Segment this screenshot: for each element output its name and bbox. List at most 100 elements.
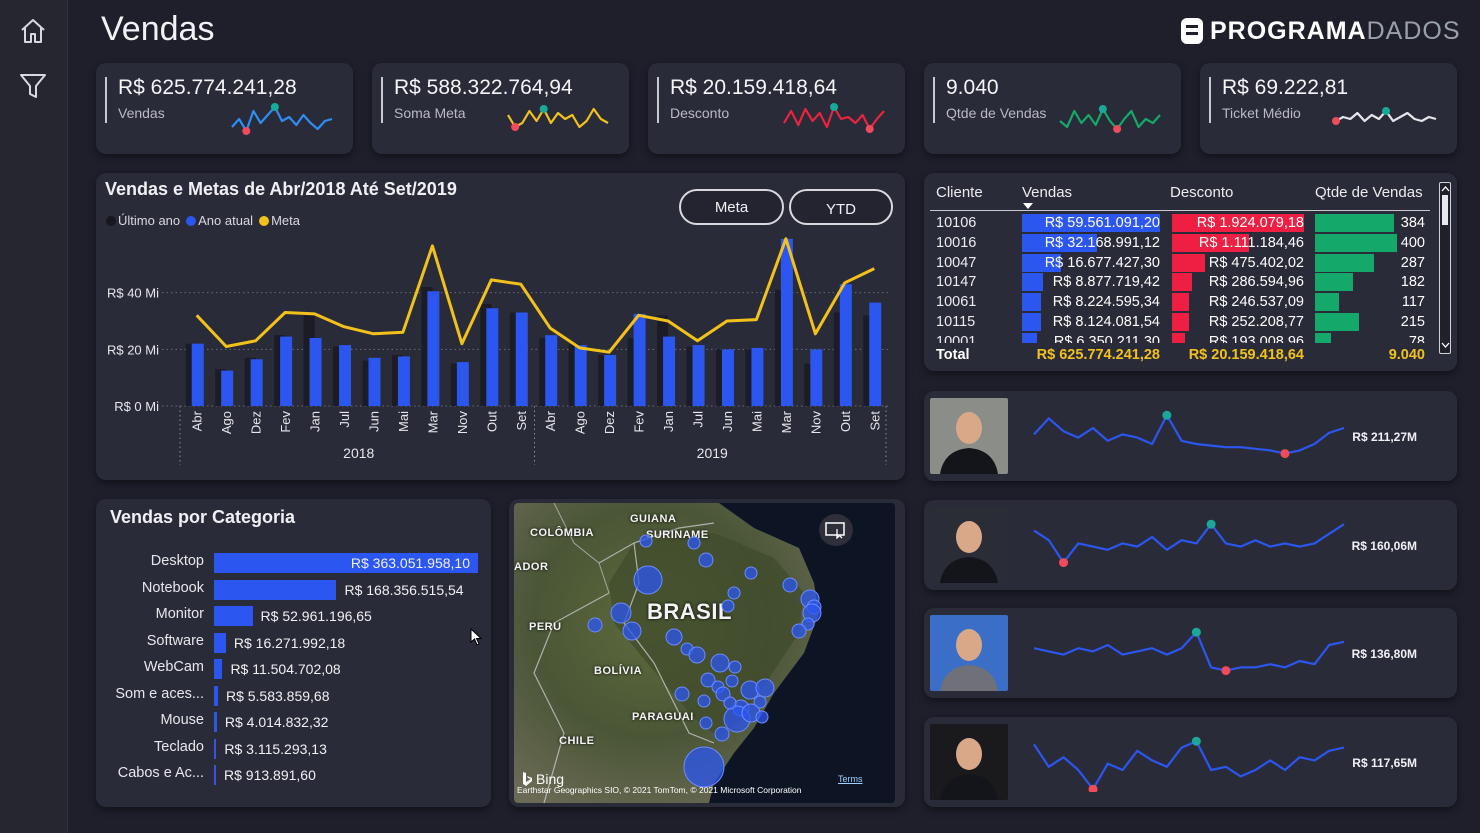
category-bar[interactable] — [214, 765, 216, 785]
map-bubble — [728, 660, 742, 674]
table-scrollbar[interactable] — [1439, 182, 1451, 354]
vendas-databar — [1022, 313, 1042, 331]
category-bar[interactable] — [214, 632, 226, 653]
bar-last-year — [598, 355, 610, 406]
category-bar[interactable] — [214, 606, 253, 626]
person-sparkline-min — [1221, 666, 1231, 676]
legend-item-last-year[interactable]: Último ano — [106, 213, 180, 228]
col-header-qtde[interactable]: Qtde de Vendas — [1315, 184, 1423, 201]
table-row[interactable]: 10047 R$ 16.677.427,30 R$ 475.402,02 287 — [930, 253, 1430, 273]
table-row[interactable]: 10061 R$ 8.224.595,34 R$ 246.537,09 117 — [930, 292, 1430, 312]
category-bar[interactable] — [214, 659, 223, 679]
category-label: WebCam — [143, 659, 204, 675]
sparkline-max-marker — [1098, 105, 1107, 113]
category-chart-title: Vendas por Categoria — [110, 507, 296, 527]
map-bubble — [699, 716, 713, 730]
bing-icon — [523, 772, 532, 786]
map-bubble — [791, 623, 807, 639]
focus-mode-button[interactable] — [819, 514, 853, 546]
category-value: R$ 11.504.702,08 — [230, 661, 341, 677]
qtde-databar — [1315, 253, 1375, 272]
category-bar[interactable] — [214, 579, 337, 600]
cell-vendas: R$ 8.224.595,34 — [1052, 294, 1160, 311]
desconto-databar — [1172, 313, 1190, 331]
table-row[interactable]: 10106 R$ 59.561.091,20 R$ 1.924.079,18 384 — [930, 213, 1430, 233]
filter-button[interactable] — [14, 67, 52, 105]
kpi-accent-bar — [1209, 77, 1211, 123]
person-card[interactable]: R$ 136,80M — [924, 608, 1457, 698]
desconto-databar — [1172, 293, 1190, 312]
person-card[interactable]: R$ 117,65M — [924, 717, 1457, 807]
category-bar[interactable] — [214, 712, 217, 732]
legend-item-meta[interactable]: Meta — [259, 213, 300, 228]
map-label-paraguai: PARAGUAI — [632, 711, 694, 723]
total-label: Total — [936, 347, 970, 363]
vendas-databar — [1022, 332, 1038, 343]
meta-toggle-button[interactable]: Meta — [679, 189, 784, 225]
kpi-value: R$ 69.222,81 — [1222, 76, 1349, 99]
category-value: R$ 52.961.196,65 — [260, 608, 372, 624]
map-bubble — [753, 695, 767, 709]
map-bubble — [723, 696, 737, 710]
table-row[interactable]: 10147 R$ 8.877.719,42 R$ 286.594,96 182 — [930, 272, 1430, 292]
home-button[interactable] — [14, 12, 52, 50]
bar-current-year — [486, 308, 499, 406]
sparkline-min-marker — [242, 127, 251, 135]
table-row[interactable]: 10001 R$ 6.350.211,30 R$ 193.008,96 78 — [930, 332, 1430, 343]
kpi-accent-bar — [933, 77, 935, 123]
cell-cliente: 10047 — [936, 254, 977, 271]
sparkline-max-marker — [830, 103, 838, 111]
scroll-thumb[interactable] — [1442, 195, 1448, 225]
table-row[interactable]: 10016 R$ 32.168.991,12 R$ 1.111.184,46 400 — [930, 233, 1430, 253]
map-bubble — [688, 646, 706, 664]
cell-qtde: 182 — [1400, 274, 1425, 291]
photo-body — [940, 665, 998, 691]
ytd-toggle-button[interactable]: YTD — [789, 189, 893, 225]
x-tick-label: Mar — [779, 410, 794, 433]
cell-cliente: 10016 — [936, 234, 977, 251]
table-row[interactable]: 10115 R$ 8.124.081,54 R$ 252.208,77 215 — [930, 312, 1430, 332]
qtde-databar — [1315, 214, 1394, 232]
x-tick-label: Ago — [219, 411, 234, 434]
person-card[interactable]: R$ 211,27M — [924, 391, 1457, 481]
cell-vendas: R$ 8.124.081,54 — [1052, 314, 1160, 330]
kpi-card: R$ 588.322.764,94 Soma Meta — [372, 63, 629, 154]
total-vendas: R$ 625.774.241,28 — [1036, 347, 1160, 363]
map-bubble — [639, 534, 653, 548]
scroll-down-icon[interactable] — [1441, 341, 1450, 349]
col-header-cliente[interactable]: Cliente — [936, 184, 983, 201]
person-card[interactable]: R$ 160,06M — [924, 500, 1457, 590]
map-bubble — [725, 674, 739, 688]
map-bubbles — [587, 534, 822, 788]
kpi-value: R$ 20.159.418,64 — [670, 76, 837, 99]
category-bar[interactable] — [214, 685, 218, 706]
bar-last-year — [333, 346, 345, 406]
col-header-vendas[interactable]: Vendas — [1022, 184, 1073, 201]
photo-body — [940, 448, 998, 474]
category-bar[interactable] — [214, 553, 478, 573]
person-photo-icon — [930, 507, 1008, 583]
x-tick-label: Mar — [425, 410, 440, 433]
kpi-label: Vendas — [118, 105, 165, 121]
legend-item-current-year[interactable]: Ano atual — [186, 213, 253, 228]
x-tick-label: Abr — [543, 410, 558, 431]
cell-vendas: R$ 32.168.991,12 — [1044, 234, 1160, 251]
bar-current-year — [368, 357, 381, 406]
map-terms-link[interactable]: Terms — [838, 774, 863, 784]
kpi-value: R$ 625.774.241,28 — [118, 76, 297, 99]
sales-goals-chart: R$ 40 Mi R$ 20 Mi R$ 0 Mi Abr Ago Dez Fev Jan Ju… — [107, 237, 889, 465]
x-tick-label: Mai — [396, 411, 411, 432]
x-tick-label: Dez — [602, 411, 617, 434]
sparkline-max-marker — [1382, 107, 1390, 115]
bar-last-year — [215, 369, 227, 406]
sales-map[interactable]: GUIANA SURINAME COLÔMBIA ADOR PERU BOLÍV… — [514, 503, 895, 803]
main-chart-legend: Último ano Ano atual Meta — [106, 213, 300, 228]
qtde-databar — [1315, 313, 1360, 331]
scroll-up-icon[interactable] — [1441, 185, 1450, 193]
photo-head — [956, 521, 982, 553]
bar-current-year — [515, 312, 528, 406]
bar-last-year — [627, 338, 639, 406]
category-bar[interactable] — [214, 738, 217, 759]
category-label: Notebook — [141, 579, 204, 596]
col-header-desconto[interactable]: Desconto — [1170, 184, 1234, 201]
